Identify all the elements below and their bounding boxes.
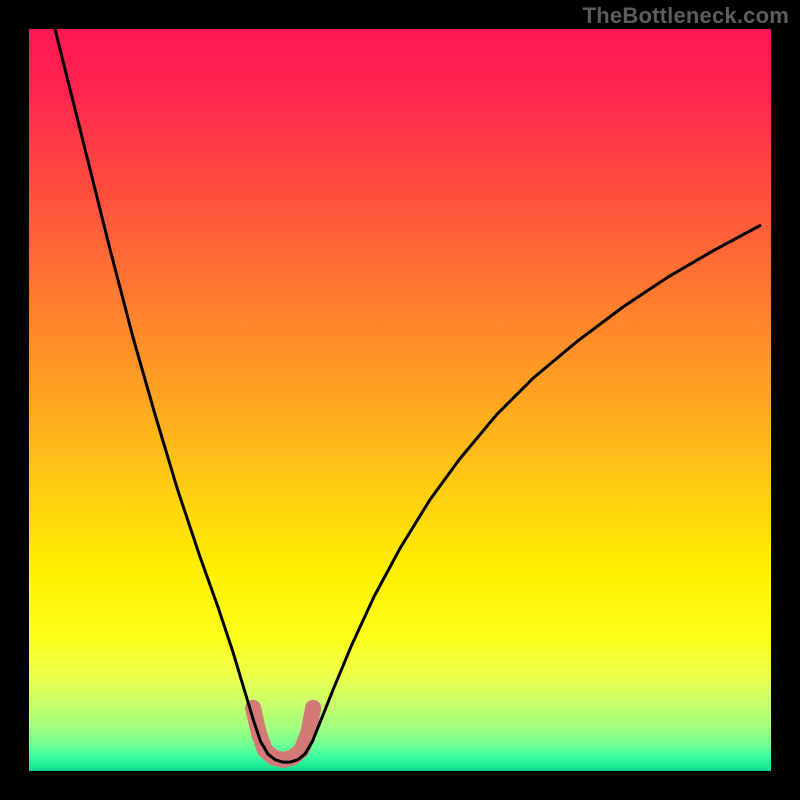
chart-frame: TheBottleneck.com bbox=[0, 0, 800, 800]
highlight-marker bbox=[305, 700, 321, 716]
gradient-background bbox=[29, 29, 771, 771]
watermark-text: TheBottleneck.com bbox=[583, 3, 789, 29]
plot-area bbox=[29, 29, 771, 771]
chart-svg bbox=[29, 29, 771, 771]
